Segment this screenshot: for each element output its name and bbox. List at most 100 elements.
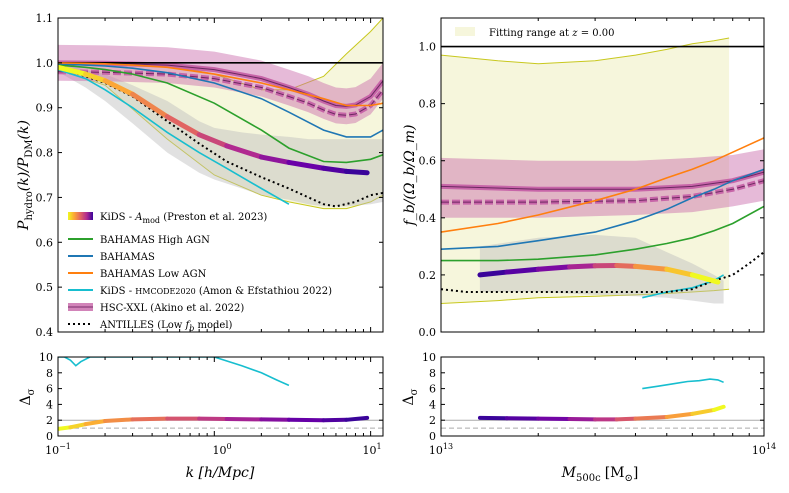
y-tick-label: 10: [422, 351, 436, 364]
leg-kids-amod-b: A: [134, 212, 142, 223]
fitting-z: z: [571, 28, 578, 39]
x-tick-left-1-base: 10: [45, 444, 59, 457]
series-bahamas-high-agn: [441, 205, 764, 262]
legend-label-antilles: ANTILLES (Low fb model): [99, 320, 233, 333]
hsc-xxl-dashed-core: [441, 180, 764, 203]
y-tick-label: 4: [429, 398, 436, 411]
y-tick-label: 4: [46, 398, 53, 411]
x-tick-left-2-base: 10: [212, 444, 226, 457]
kids-amod-segment: [664, 266, 695, 278]
kids-amod-segment: [164, 114, 202, 138]
legend-label-low-agn: BAHAMAS Low AGN: [100, 269, 207, 280]
left-x-axis-label: k [h/Mpc]: [186, 465, 255, 481]
x-tick-right-1: 1013: [429, 442, 453, 457]
y-tick-label: 0: [46, 430, 53, 443]
kids-amod-segment: [286, 159, 327, 171]
kids-amod-segment: [102, 78, 136, 97]
y-tick-label: 0.5: [36, 281, 54, 294]
axes-frame: [440, 17, 765, 333]
kids-amod-segment: [58, 425, 73, 431]
l-ylabel-mid: (k)/P: [16, 157, 32, 191]
kids-amod-segment: [130, 91, 170, 120]
series-kids-hmcode2020-amon-efstathiou-2022-: [58, 68, 290, 205]
r-xlabel-close: ]: [633, 465, 638, 481]
left-top-panel: 0.4 0.5 0.6 0.7 0.8 0.9 1.0 1.1: [36, 12, 384, 339]
kids-amod-segment: [68, 422, 88, 430]
y-tick-label: 0.6: [419, 155, 437, 168]
kids-amod-segment: [632, 263, 670, 272]
plot-area: [441, 378, 764, 429]
series-bahamas: [441, 168, 764, 250]
series-kids-hmcode2020-amon-efstathiou-2022-: [642, 274, 725, 299]
kids-amod-segment: [504, 266, 541, 275]
r-delta-main: Δ: [401, 395, 417, 405]
x-tick-left-3-exp: 1: [376, 442, 381, 451]
kids-uncertainty-band: [479, 234, 724, 304]
left-legend: KiDS - Amod (Preston et al. 2023) BAHAMA…: [68, 212, 332, 333]
series-bahamas-high-agn: [58, 64, 383, 164]
kids-amod-segment: [711, 404, 726, 412]
fitting-range-upper: [441, 37, 730, 65]
hsc-xxl-dashed-core: [58, 71, 383, 116]
kids-amod-segment: [343, 168, 370, 176]
legend-label-high-agn: BAHAMAS High AGN: [100, 235, 210, 246]
l-ylabel-main: P: [16, 220, 32, 231]
kids-amod-segment: [690, 407, 716, 416]
x-tick-left-1: 10−1: [45, 442, 71, 457]
fitting-prefix: Fitting range at: [489, 28, 572, 39]
y-tick-label: 1.0: [419, 41, 437, 54]
plot-area: [441, 37, 764, 304]
l-delta-main: Δ: [18, 395, 34, 405]
x-tick-right-1-base: 10: [429, 444, 443, 457]
series-antilles-low-f-b-model-: [58, 66, 383, 208]
kids-amod-segment: [196, 132, 230, 149]
l-delta-sub: σ: [26, 388, 37, 395]
fitting-range-lower: [58, 69, 383, 210]
y-tick-label: 0.4: [36, 326, 54, 339]
r-xlabel-main: M: [561, 465, 577, 481]
kids-amod-segment: [535, 264, 573, 272]
legend-label-bahamas: BAHAMAS: [100, 252, 155, 263]
series-bahamas-low-agn: [441, 137, 764, 233]
left-y-axis-label: Phydro(k)/PDM(k): [16, 120, 35, 231]
fitting-suffix: = 0.00: [578, 28, 615, 39]
kids-amod-segment: [477, 269, 510, 278]
kids-amod-segment: [633, 415, 669, 421]
y-tick-label: 6: [429, 383, 436, 396]
right-x-axis-label: M500c [M⊙]: [561, 465, 639, 484]
axes-frame: [440, 356, 765, 437]
kids-amod-segment: [567, 263, 598, 270]
series-kids-hmcode2020-amon-efstathiou-2022-: [58, 357, 290, 387]
series-bahamas: [58, 63, 383, 138]
x-tick-right-2-exp: 14: [766, 442, 776, 451]
x-tick-right-1-exp: 13: [443, 442, 453, 451]
y-tick-label: 8: [46, 367, 53, 380]
x-tick-left-2: 100: [212, 442, 231, 457]
leg-hmcode-b: HMCODE2020: [135, 287, 195, 296]
plot-area: [58, 357, 383, 431]
leg-kids-amod-d: (Preston et al. 2023): [160, 212, 267, 223]
left-bottom-panel: 0 2 4 6 8 10: [39, 351, 384, 443]
kids-amod-segment: [258, 154, 292, 165]
x-tick-left-3-base: 10: [362, 444, 376, 457]
kids-amod-segment: [664, 411, 695, 420]
y-tick-label: 0.0: [419, 326, 437, 339]
plot-area: [58, 18, 383, 210]
kids-amod-segment: [344, 415, 370, 422]
legend-label-hsc: HSC-XXL (Akino et al. 2022): [100, 303, 244, 314]
y-tick-label: 0.8: [36, 147, 54, 160]
r-delta-sub: σ: [409, 388, 420, 395]
leg-hmcode-a: KiDS -: [100, 286, 135, 297]
fitting-range-legend-label: Fitting range at z = 0.00: [489, 28, 615, 39]
kids-amod-segment: [614, 416, 638, 422]
series-antilles-low-f-b-model-: [441, 251, 764, 293]
right-delta-label: Δσ: [401, 388, 420, 405]
y-tick-label: 0.4: [419, 212, 437, 225]
kids-amod-segment: [321, 165, 349, 174]
x-tick-left-1-exp: −1: [59, 442, 71, 451]
leg-hmcode-c: (Amon & Efstathiou 2022): [196, 286, 332, 297]
y-tick-label: 0.2: [419, 269, 437, 282]
kids-amod-segment: [83, 418, 108, 427]
kids-amod-segment: [130, 416, 170, 422]
